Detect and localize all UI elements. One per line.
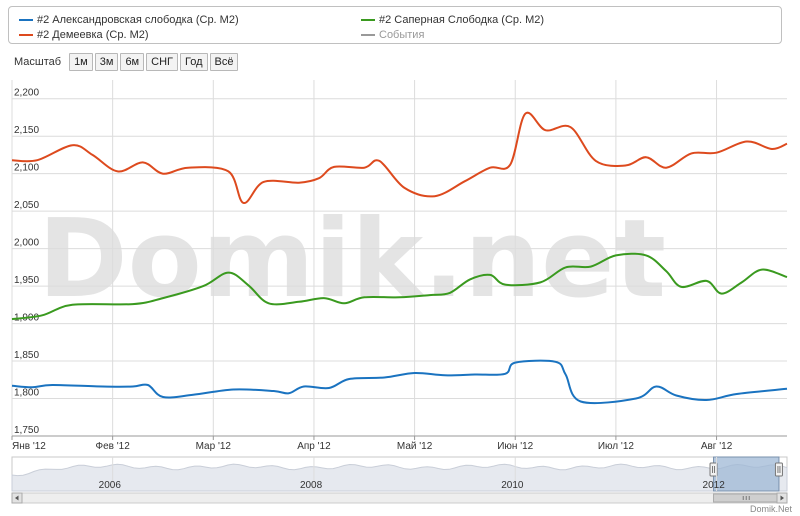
credit-label: Domik.Net	[750, 504, 793, 514]
x-tick-label: Мар '12	[196, 441, 232, 452]
zoom-label: Масштаб	[14, 56, 62, 68]
y-tick-label: 2,000	[14, 238, 39, 249]
y-tick-label: 2,150	[14, 125, 39, 136]
navigator-area	[11, 463, 788, 492]
legend-swatch	[19, 19, 33, 21]
grid-lines	[11, 80, 787, 437]
chevron-right-icon	[780, 495, 784, 501]
legend-item-sapernaya[interactable]: #2 Саперная Слободка (Ср. М2)	[361, 13, 544, 27]
axes: 1,7501,8001,8501,9001,9502,0002,0502,100…	[11, 88, 787, 452]
y-tick-label: 1,850	[14, 350, 39, 361]
navigator-year-label: 2008	[300, 480, 323, 491]
x-tick-label: Май '12	[397, 441, 433, 452]
legend-label: События	[379, 29, 425, 41]
legend-label: #2 Саперная Слободка (Ср. М2)	[379, 14, 545, 26]
y-tick-label: 2,200	[14, 88, 39, 99]
zoom-1y-button[interactable]: Год	[179, 53, 208, 71]
y-tick-label: 1,800	[14, 388, 39, 399]
navigator-year-label: 2010	[501, 480, 524, 491]
x-tick-label: Авг '12	[701, 441, 733, 452]
zoom-toolbar: Масштаб 1м 3м 6м СНГ Год Всё	[14, 53, 240, 71]
zoom-1m-button[interactable]: 1м	[69, 53, 93, 71]
x-tick-label: Апр '12	[297, 441, 331, 452]
legend-item-aleksandrovskaya[interactable]: #2 Александровская слободка (Ср. М2)	[19, 13, 239, 27]
series-lines	[11, 111, 788, 405]
navigator-right-handle[interactable]	[774, 462, 783, 477]
y-tick-label: 1,950	[14, 275, 39, 286]
legend-swatch	[361, 34, 375, 36]
zoom-6m-button[interactable]: 6м	[120, 53, 145, 71]
navigator-left-handle[interactable]	[709, 462, 718, 477]
legend-item-demeevka[interactable]: #2 Демеевка (Ср. М2)	[19, 28, 149, 42]
chevron-left-icon	[15, 495, 19, 501]
series-line-aleksandrovskaya	[11, 359, 788, 405]
legend-swatch	[361, 19, 375, 21]
zoom-ytd-button[interactable]: СНГ	[146, 53, 178, 71]
x-tick-label: Июн '12	[497, 441, 533, 452]
navigator-scrollbar-track	[11, 492, 788, 504]
x-tick-label: Июл '12	[598, 441, 635, 452]
legend: #2 Александровская слободка (Ср. М2) #2 …	[8, 6, 782, 44]
y-tick-label: 2,100	[14, 163, 39, 174]
legend-swatch	[19, 34, 33, 36]
y-tick-label: 1,750	[14, 425, 39, 436]
zoom-3m-button[interactable]: 3м	[94, 53, 119, 71]
range-navigator[interactable]: 2006 2008 2010 2012	[11, 456, 788, 504]
zoom-all-button[interactable]: Всё	[209, 53, 239, 71]
series-line-sapernaya	[11, 252, 788, 321]
legend-label: #2 Демеевка (Ср. М2)	[37, 29, 149, 41]
navigator-year-label: 2006	[99, 480, 122, 491]
legend-label: #2 Александровская слободка (Ср. М2)	[37, 14, 239, 26]
x-tick-label: Фев '12	[96, 441, 131, 452]
y-tick-label: 2,050	[14, 200, 39, 211]
series-line-demeevka	[11, 111, 788, 204]
x-tick-label: Янв '12	[12, 441, 46, 452]
navigator-year-label: 2012	[703, 480, 726, 491]
legend-item-events[interactable]: События	[361, 28, 424, 42]
